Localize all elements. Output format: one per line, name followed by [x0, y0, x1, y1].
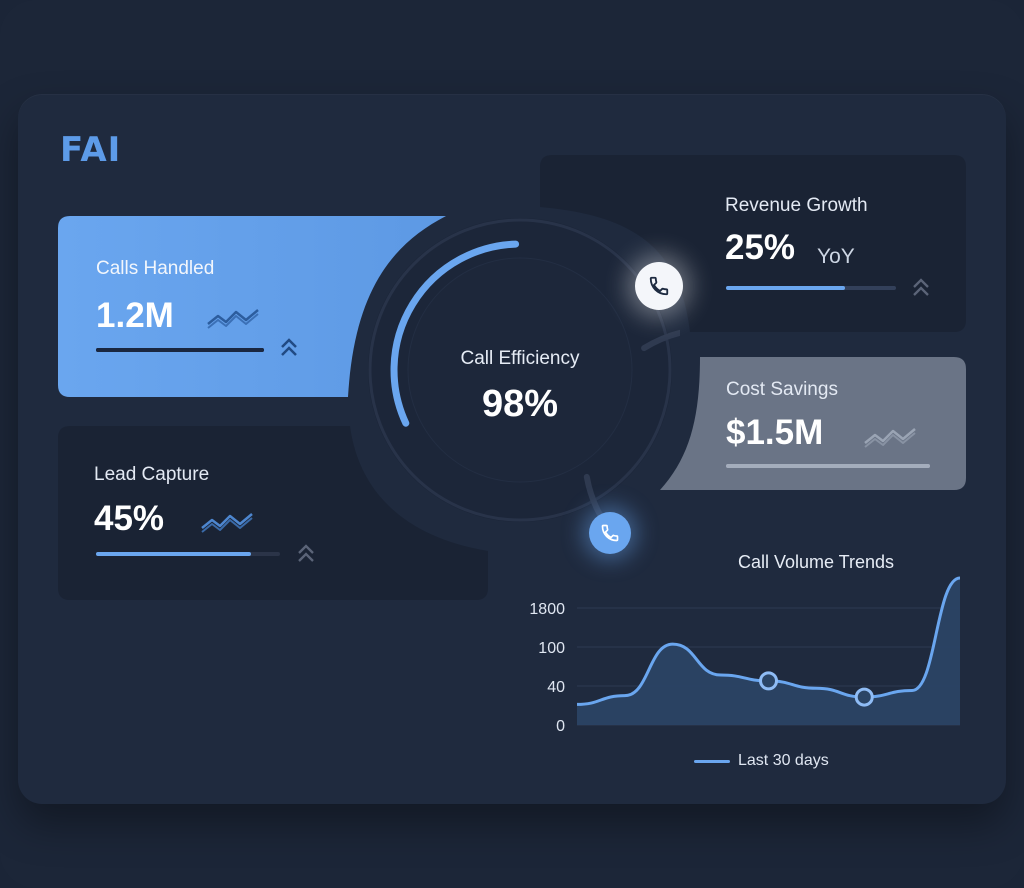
cost-savings-card-shape [660, 357, 966, 490]
lead-capture-value: 45% [94, 499, 165, 538]
gauge-arc [390, 240, 520, 427]
calls-handled-progress [96, 348, 264, 352]
y-tick-label: 1800 [529, 601, 565, 618]
double-chevron-up-icon [281, 338, 297, 356]
call-volume-chart: 1800 100 40 0 [529, 576, 961, 735]
legend-label: Last 30 days [738, 752, 829, 769]
brand-logo: FAI [60, 130, 122, 170]
cost-savings-card[interactable]: Cost Savings $1.5M [660, 357, 966, 490]
trend-icon [207, 309, 259, 329]
phone-icon [649, 276, 669, 296]
call-efficiency-gauge [368, 218, 680, 530]
revenue-growth-label: Revenue Growth [725, 195, 868, 216]
call-efficiency-label: Call Efficiency [460, 348, 580, 369]
area-fill [577, 578, 960, 725]
lead-capture-card-shape [58, 426, 488, 600]
cost-savings-label: Cost Savings [726, 379, 838, 400]
gauge-inner-disc [407, 257, 633, 483]
phone-button-bottom[interactable] [589, 512, 631, 554]
trend-icon [864, 428, 916, 448]
calls-handled-card[interactable]: Calls Handled 1.2M [58, 216, 448, 397]
double-chevron-up-icon [298, 544, 314, 562]
chart-legend: Last 30 days [694, 752, 829, 770]
calls-handled-label: Calls Handled [96, 258, 215, 279]
revenue-growth-value: 25% [725, 228, 796, 267]
phone-button-top[interactable] [635, 262, 683, 310]
y-tick-label: 0 [556, 718, 565, 735]
legend-swatch [694, 759, 730, 763]
gauge-outer-edge [368, 218, 672, 522]
revenue-growth-suffix: YoY [817, 245, 855, 268]
cost-savings-progress-fill [726, 464, 930, 468]
trend-icon [201, 513, 253, 533]
phone-icon [601, 524, 619, 542]
cost-savings-progress [726, 464, 930, 468]
revenue-growth-progress [726, 286, 896, 290]
y-tick-label: 40 [547, 679, 565, 696]
call-efficiency-value: 98% [481, 383, 559, 425]
lead-capture-label: Lead Capture [94, 464, 210, 485]
y-tick-label: 100 [538, 640, 565, 657]
calls-handled-value: 1.2M [96, 296, 174, 335]
double-chevron-up-icon [913, 278, 929, 296]
lead-capture-progress [96, 552, 280, 556]
revenue-growth-progress-fill [726, 286, 845, 290]
revenue-growth-card[interactable]: Revenue Growth 25% YoY [540, 155, 966, 332]
calls-handled-progress-fill [96, 348, 264, 352]
cost-savings-value: $1.5M [726, 413, 824, 452]
lead-capture-card[interactable]: Lead Capture 45% [58, 426, 488, 600]
lead-capture-progress-fill [96, 552, 251, 556]
data-point-marker [759, 671, 778, 691]
chart-title: Call Volume Trends [737, 552, 895, 572]
data-point-marker [854, 687, 874, 707]
